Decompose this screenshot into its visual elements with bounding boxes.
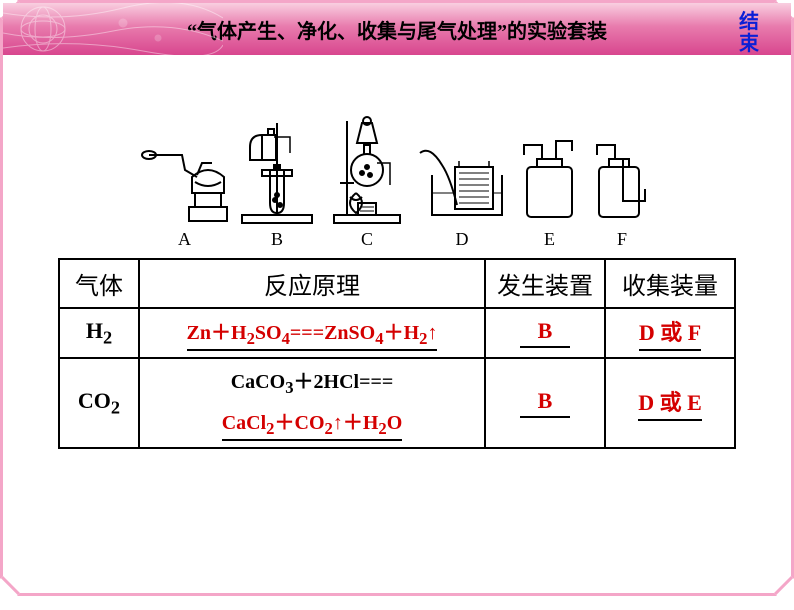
apparatus-C-icon [322, 115, 412, 225]
th-device: 发生装置 [485, 259, 605, 308]
apparatus-A-label: A [178, 229, 191, 250]
table-header-row: 气体 反应原理 发生装置 收集装量 [59, 259, 735, 308]
apparatus-A-icon [137, 115, 232, 225]
apparatus-C: C [322, 115, 412, 250]
apparatus-D-label: D [456, 229, 469, 250]
equation-CO2-line1: CaCO3＋2HCl=== [150, 365, 474, 398]
apparatus-A: A [137, 115, 232, 250]
apparatus-C-label: C [361, 229, 373, 250]
end-link[interactable]: 结束 [739, 11, 761, 55]
apparatus-F: F [587, 115, 657, 250]
apparatus-B: B [232, 115, 322, 250]
gas-CO2: CO2 [59, 358, 139, 448]
device-H2: B [485, 308, 605, 358]
apparatus-F-icon [587, 115, 657, 225]
reaction-H2: Zn＋H2SO4===ZnSO4＋H2↑ [139, 308, 485, 358]
apparatus-E-icon [512, 115, 587, 225]
table-row: H2 Zn＋H2SO4===ZnSO4＋H2↑ B D 或 F [59, 308, 735, 358]
slide-title: “气体产生、净化、收集与尾气处理”的实验套装 [187, 15, 607, 44]
equation-CO2-line2: CaCl2＋CO2↑＋H2O [150, 406, 474, 441]
header-bar: “气体产生、净化、收集与尾气处理”的实验套装 [3, 3, 791, 55]
th-gas: 气体 [59, 259, 139, 308]
apparatus-B-label: B [271, 229, 283, 250]
slide-frame: “气体产生、净化、收集与尾气处理”的实验套装 结束 [0, 0, 794, 596]
content-area: A B [3, 55, 791, 449]
reaction-table: 气体 反应原理 发生装置 收集装量 H2 Zn＋H2SO4===ZnSO4＋H2… [58, 258, 736, 449]
th-collect: 收集装量 [605, 259, 735, 308]
apparatus-D: D [412, 115, 512, 250]
header-decoration [3, 3, 223, 55]
corner-bl [0, 576, 20, 610]
apparatus-E-label: E [544, 229, 555, 250]
apparatus-F-label: F [617, 229, 627, 250]
apparatus-D-icon [412, 115, 512, 225]
collect-CO2: D 或 E [605, 358, 735, 448]
collect-H2: D 或 F [605, 308, 735, 358]
equation-H2: Zn＋H2SO4===ZnSO4＋H2↑ [187, 316, 438, 351]
corner-br [774, 576, 794, 610]
device-CO2: B [485, 358, 605, 448]
apparatus-E: E [512, 115, 587, 250]
table-row: CO2 CaCO3＋2HCl=== CaCl2＋CO2↑＋H2O B D 或 E [59, 358, 735, 448]
apparatus-row: A B [58, 115, 736, 250]
gas-H2: H2 [59, 308, 139, 358]
apparatus-B-icon [232, 115, 322, 225]
th-principle: 反应原理 [139, 259, 485, 308]
reaction-CO2: CaCO3＋2HCl=== CaCl2＋CO2↑＋H2O [139, 358, 485, 448]
